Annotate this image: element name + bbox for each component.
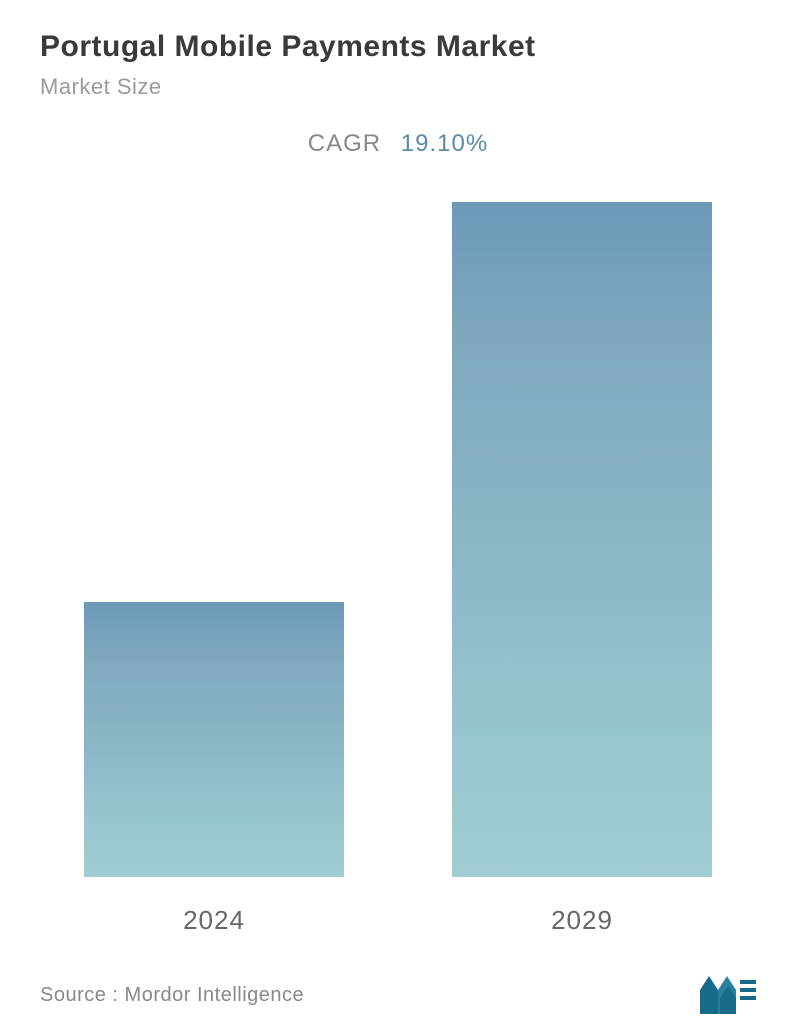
bar-2029: [452, 202, 712, 877]
bar-wrapper-2024: 2024: [84, 602, 344, 936]
footer: Source : Mordor Intelligence: [40, 966, 756, 1014]
bar-2024: [84, 602, 344, 877]
source-name: Mordor Intelligence: [125, 984, 305, 1006]
cagr-value: 19.10%: [401, 130, 488, 157]
bar-label-2029: 2029: [551, 905, 613, 936]
bar-label-2024: 2024: [183, 905, 245, 936]
bar-wrapper-2029: 2029: [452, 202, 712, 936]
chart-subtitle: Market Size: [40, 74, 756, 100]
source-label: Source :: [40, 984, 118, 1006]
cagr-row: CAGR 19.10%: [40, 130, 756, 158]
chart-title: Portugal Mobile Payments Market: [40, 30, 756, 64]
chart-container: Portugal Mobile Payments Market Market S…: [0, 0, 796, 1034]
source-text: Source : Mordor Intelligence: [40, 984, 304, 1007]
cagr-label: CAGR: [308, 130, 381, 157]
chart-area: 2024 2029: [40, 178, 756, 936]
mordor-logo-icon: [700, 976, 756, 1014]
